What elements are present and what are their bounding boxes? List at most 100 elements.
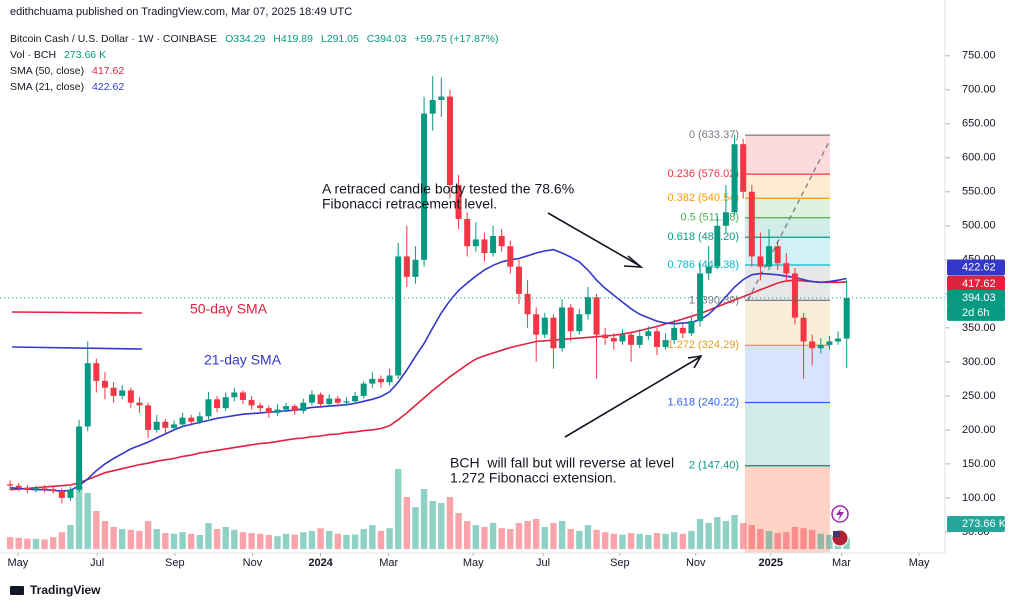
candle-body: [136, 402, 143, 406]
volume-value: 273.66 K: [64, 49, 107, 61]
candle-body: [593, 297, 600, 335]
x-tick-label: May: [909, 557, 930, 569]
series-value: 417.62: [92, 65, 125, 77]
fib-label: 1.618 (240.22): [667, 396, 739, 408]
volume-bar: [472, 525, 480, 549]
volume-bar: [179, 532, 186, 549]
annotation-text: 50-day SMA: [190, 301, 268, 317]
candle-body: [15, 485, 22, 488]
candle-body: [127, 390, 134, 403]
volume-name: Vol · BCH: [10, 49, 57, 61]
candle-body: [688, 321, 695, 334]
volume-bar: [463, 521, 471, 549]
volume-bar: [550, 523, 557, 549]
volume-bar: [326, 531, 333, 549]
volume-bar: [576, 531, 583, 549]
candle-body: [791, 273, 798, 318]
candle-body: [835, 338, 842, 342]
change: +59.75 (+17.87%): [414, 33, 499, 45]
fib-band: [745, 345, 830, 403]
volume-bar: [412, 507, 419, 549]
candle-body: [257, 405, 264, 409]
volume-bar: [498, 528, 505, 549]
candle-body: [24, 487, 31, 490]
y-tick-label: 750.00: [962, 50, 996, 62]
legend-row: SMA (50, close) 417.62: [10, 63, 130, 79]
candle-body: [533, 314, 540, 335]
annotation-text: A retraced candle body tested the 78.6%: [322, 181, 574, 197]
volume-bar: [688, 531, 695, 549]
price-tag: 394.03: [962, 292, 996, 304]
candle-body: [214, 399, 221, 409]
series-name: SMA (21, close): [10, 81, 85, 93]
candle-body: [395, 256, 402, 376]
volume-bar: [757, 529, 764, 549]
fib-label: 0.382 (540.54): [667, 192, 739, 204]
candle-body: [584, 297, 591, 315]
legend: Bitcoin Cash / U.S. Dollar · 1W · COINBA…: [10, 31, 504, 95]
volume-bar: [41, 539, 48, 549]
fib-band: [745, 174, 830, 199]
volume-bar: [360, 529, 367, 549]
candle-body: [76, 426, 83, 490]
sma-line: [10, 279, 847, 491]
volume-bar: [308, 531, 316, 549]
arrow: [547, 212, 703, 438]
y-tick-label: 500.00: [962, 220, 996, 232]
candle-body: [559, 307, 566, 349]
volume-bar: [765, 531, 773, 549]
volume-bar: [196, 535, 204, 549]
volume-bar: [110, 527, 117, 549]
volume-bar: [524, 521, 531, 549]
volume-bar: [257, 533, 264, 549]
fib-band: [745, 402, 830, 466]
candle-body: [300, 402, 307, 411]
annotation-text: BCH will fall but will reverse at level: [450, 455, 674, 471]
volume-bar: [429, 501, 436, 549]
y-tick-label: 200.00: [962, 424, 996, 436]
fib-band: [745, 465, 830, 553]
candle-body: [343, 401, 350, 403]
candle-body: [188, 417, 195, 422]
candle-body: [610, 338, 617, 342]
volume-bar: [162, 533, 169, 549]
volume-bar: [67, 525, 74, 549]
x-tick-label: 2025: [759, 557, 783, 569]
volume-bar: [662, 533, 669, 549]
volume-bar: [714, 517, 721, 549]
candle-body: [498, 236, 505, 247]
fib-band: [745, 300, 830, 346]
volume-bar: [619, 534, 626, 549]
candle-body: [679, 327, 686, 334]
candle-body: [196, 416, 203, 422]
candle-body: [308, 394, 315, 403]
event-icon: [833, 531, 840, 537]
x-tick-label: Sep: [165, 557, 185, 569]
countdown-tag-bg: [947, 304, 1005, 321]
volume-bar: [377, 531, 385, 549]
candle-body: [748, 191, 755, 257]
volume-bar: [274, 536, 281, 549]
volume-bar: [567, 529, 574, 549]
x-tick-label: Nov: [243, 557, 263, 569]
candle-body: [93, 363, 100, 381]
legend-line-sma50: [11, 311, 143, 314]
x-tick-label: Jul: [90, 557, 104, 569]
candle-body: [369, 378, 376, 384]
candle-body: [714, 225, 721, 267]
candle-body: [84, 363, 91, 427]
candle-body: [671, 327, 678, 341]
candle-body: [67, 489, 74, 498]
volume-bar: [93, 511, 100, 549]
legend-row: SMA (21, close) 422.62: [10, 79, 130, 95]
candle-body: [843, 297, 850, 339]
candle-body: [110, 387, 117, 396]
volume-bar: [739, 523, 747, 549]
candle-body: [205, 399, 212, 417]
candle-body: [41, 488, 48, 490]
candle-body: [722, 212, 729, 226]
volume-bar: [84, 493, 91, 549]
volume-bar: [291, 534, 298, 549]
volume-bar: [343, 535, 350, 549]
volume-bar: [653, 533, 661, 549]
